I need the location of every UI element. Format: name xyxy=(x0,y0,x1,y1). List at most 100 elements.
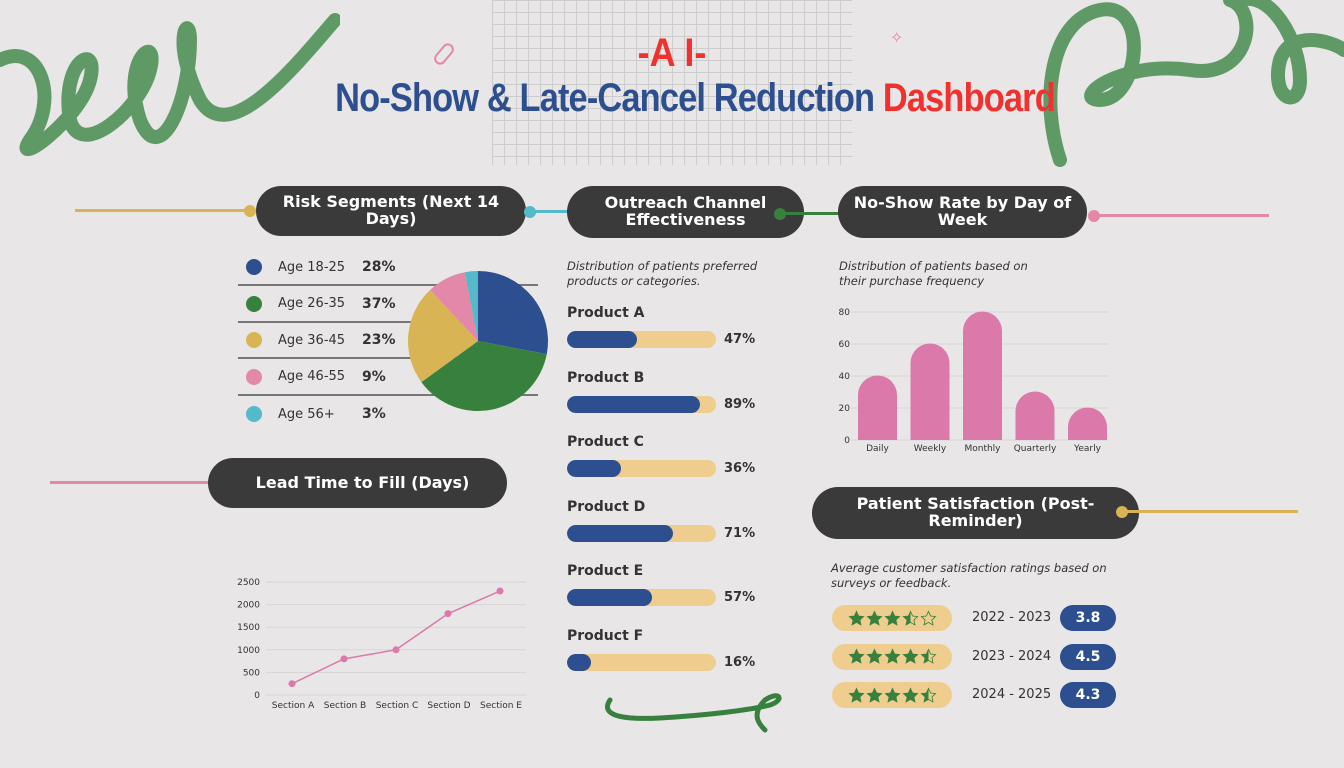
star-icon xyxy=(848,686,865,703)
star-icon xyxy=(902,609,919,626)
data-point xyxy=(288,680,296,688)
progress-fill xyxy=(567,589,652,606)
decorative-squiggle-left xyxy=(0,13,340,156)
progress-value: 57% xyxy=(724,590,756,605)
x-tick-label: Quarterly xyxy=(1014,444,1057,454)
x-tick-label: Weekly xyxy=(914,444,947,454)
section-header-satisfaction: Patient Satisfaction (Post-Reminder) xyxy=(812,487,1139,539)
legend-swatch xyxy=(246,332,262,348)
legend-item: Age 36-45 23% xyxy=(238,323,538,359)
legend-value: 37% xyxy=(362,295,396,312)
star-icon xyxy=(848,648,865,664)
section-header-lead: Lead Time to Fill (Days) xyxy=(208,458,507,508)
y-tick-label: 2500 xyxy=(237,578,260,588)
pie-slice xyxy=(478,271,548,355)
star-icon xyxy=(920,686,937,703)
data-point xyxy=(496,587,504,595)
page-title: No-Show & Late-Cancel Reduction Dashboar… xyxy=(97,76,1292,121)
progress-value: 47% xyxy=(724,332,756,347)
product-label: Product A xyxy=(567,305,645,321)
star-icon xyxy=(848,609,865,626)
connector-line xyxy=(50,481,225,484)
legend-value: 28% xyxy=(362,259,396,275)
x-tick-label: Yearly xyxy=(1073,444,1102,454)
progress-fill xyxy=(567,653,591,671)
star-icon xyxy=(884,609,901,626)
connector-line xyxy=(780,212,840,215)
progress-bar xyxy=(567,653,716,671)
progress-value: 16% xyxy=(724,654,756,670)
connector-line xyxy=(526,210,594,213)
y-tick-label: 2000 xyxy=(237,601,260,611)
title-main: No-Show & Late-Cancel Reduction xyxy=(335,76,875,120)
x-tick-label: Daily xyxy=(866,444,889,454)
bar xyxy=(1068,407,1107,440)
data-point xyxy=(444,610,452,618)
product-row: Product A 47% xyxy=(567,305,767,355)
product-label: Product F xyxy=(567,627,644,644)
rating-score-badge: 3.8 xyxy=(1060,605,1116,631)
product-label: Product C xyxy=(567,434,644,450)
star-rating xyxy=(832,643,952,670)
star-icon xyxy=(920,648,937,664)
legend-label: Age 46-55 xyxy=(278,369,346,384)
progress-bar xyxy=(567,524,716,542)
connector-line xyxy=(1093,214,1269,217)
connector-dot xyxy=(244,205,256,217)
legend-item: Age 46-55 9% xyxy=(238,360,538,396)
product-row: Product C 36% xyxy=(567,434,767,484)
product-row: Product D 71% xyxy=(567,499,767,549)
product-label: Product D xyxy=(567,498,646,515)
star-icon xyxy=(866,648,883,664)
legend-item: Age 26-35 37% xyxy=(238,287,538,323)
connector-line xyxy=(75,209,250,212)
legend-value: 3% xyxy=(362,406,386,422)
progress-fill xyxy=(567,395,700,413)
data-point xyxy=(340,655,348,663)
rating-row: 2024 - 2025 4.3 xyxy=(832,682,1122,708)
decorative-arrow-squiggle xyxy=(605,693,782,733)
legend-swatch xyxy=(246,406,262,422)
y-tick-label: 40 xyxy=(839,372,851,382)
pie-chart xyxy=(408,271,548,411)
progress-bar xyxy=(567,331,716,348)
grid-paper-decoration xyxy=(492,0,852,165)
progress-value: 71% xyxy=(724,525,756,541)
legend-item: Age 56+ 3% xyxy=(238,396,538,432)
line-chart: 0 500 1000 1500 2000 2500 Section A Section B Se… xyxy=(237,578,526,711)
progress-bar xyxy=(567,395,716,413)
x-tick-label: Section C xyxy=(376,701,419,711)
star-icon xyxy=(902,648,919,664)
rating-row: 2022 - 2023 3.8 xyxy=(832,605,1122,631)
rating-score-badge: 4.3 xyxy=(1060,682,1116,708)
product-label: Product E xyxy=(567,563,644,579)
decorative-squiggle-right xyxy=(1043,0,1344,167)
sparkle-icon: ✧ xyxy=(890,28,904,47)
y-tick-label: 1500 xyxy=(237,623,260,633)
legend-swatch xyxy=(246,259,262,275)
legend-label: Age 56+ xyxy=(278,406,335,422)
legend-item: Age 18-25 28% xyxy=(238,250,538,286)
bar-chart: 0 20 40 60 80 Daily Weekly Monthly Quarterly Year… xyxy=(839,308,1108,454)
pie-slice xyxy=(408,289,478,383)
product-row: Product B 89% xyxy=(567,370,767,420)
bar xyxy=(1015,391,1055,440)
section-header-outreach: Outreach Channel Effectiveness xyxy=(567,186,804,238)
progress-value: 36% xyxy=(724,461,756,476)
satisfaction-subtitle: Average customer satisfaction ratings ba… xyxy=(831,561,1107,590)
product-row: Product F 16% xyxy=(567,628,767,678)
legend-label: Age 18-25 xyxy=(278,259,346,275)
section-header-noshow: No-Show Rate by Day of Week xyxy=(838,186,1087,238)
x-tick-label: Section A xyxy=(272,701,315,711)
star-icon xyxy=(884,686,901,703)
x-tick-label: Section D xyxy=(427,701,470,711)
progress-fill xyxy=(567,524,673,542)
star-icon xyxy=(902,686,919,703)
y-tick-label: 60 xyxy=(839,340,851,350)
y-tick-label: 1000 xyxy=(237,646,260,656)
rating-period: 2023 - 2024 xyxy=(972,648,1052,664)
rating-row: 2023 - 2024 4.5 xyxy=(832,643,1122,670)
connector-dot xyxy=(524,206,536,218)
connector-dot xyxy=(774,208,786,220)
rating-period: 2022 - 2023 xyxy=(972,610,1052,625)
